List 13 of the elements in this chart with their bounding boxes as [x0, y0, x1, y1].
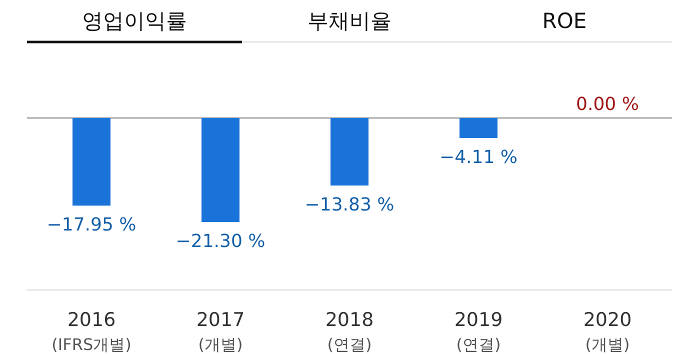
- text: ROE: [542, 9, 587, 33]
- x-tick-label: 2020 (개별): [583, 309, 632, 354]
- x-tick-label: 2018 (연결): [325, 309, 374, 354]
- text: 부채비율: [308, 9, 392, 33]
- data-label: −4.11 %: [440, 147, 518, 168]
- x-tick-label: 2017 (개별): [196, 309, 245, 354]
- x-tick-label: 2019 (연결): [454, 309, 503, 354]
- data-label: −21.30 %: [176, 231, 266, 252]
- data-label: −17.95 %: [46, 214, 136, 236]
- chart-title: 영업이익률: [82, 9, 187, 33]
- x-tick-label: 2016 (IFRS개별): [52, 309, 132, 354]
- data-label: −13.83 %: [304, 194, 394, 216]
- data-label: 0.00 %: [576, 94, 639, 115]
